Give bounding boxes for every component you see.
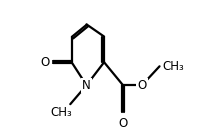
Text: O: O [137, 79, 147, 92]
Text: O: O [118, 117, 128, 130]
Text: O: O [40, 56, 49, 69]
Text: CH₃: CH₃ [162, 60, 184, 73]
Text: N: N [82, 79, 91, 92]
Text: CH₃: CH₃ [50, 106, 72, 119]
